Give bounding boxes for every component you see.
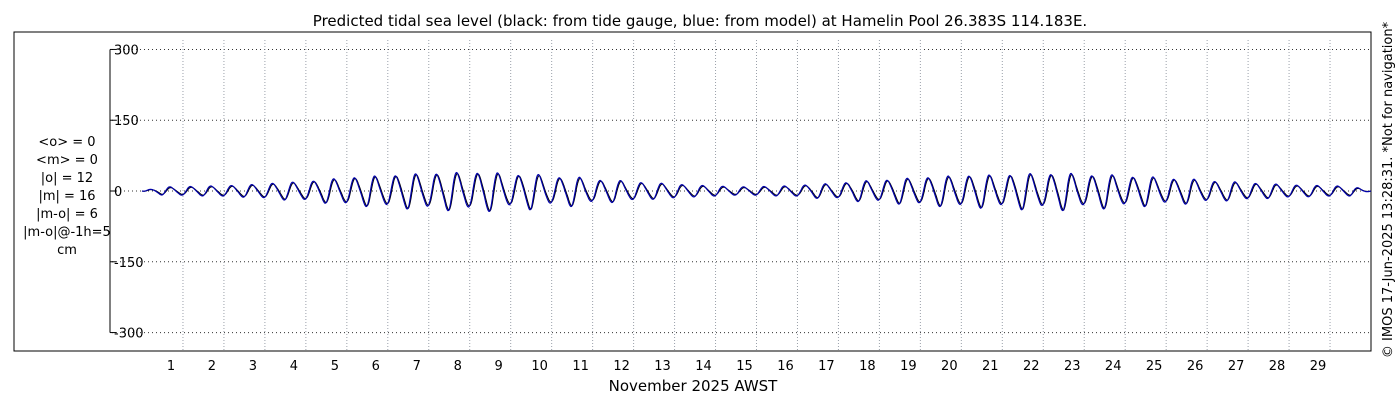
x-tick-label: 4 bbox=[290, 359, 298, 374]
x-tick-label: 18 bbox=[859, 359, 876, 374]
stat-mean-obs: <o> = 0 bbox=[38, 135, 95, 150]
x-tick-label: 24 bbox=[1105, 359, 1122, 374]
x-tick-label: 25 bbox=[1146, 359, 1163, 374]
x-tick-label: 29 bbox=[1310, 359, 1327, 374]
x-tick-label: 6 bbox=[372, 359, 380, 374]
stats-block: <o> = 0 <m> = 0 |o| = 12 |m| = 16 |m-o| … bbox=[23, 135, 111, 258]
x-tick-label: 21 bbox=[982, 359, 999, 374]
x-tick-label: 3 bbox=[249, 359, 257, 374]
stat-abs-diff-lag: |m-o|@-1h=5 bbox=[23, 225, 111, 240]
x-tick-label: 5 bbox=[331, 359, 339, 374]
x-tick-label: 11 bbox=[572, 359, 589, 374]
x-tick-label: 27 bbox=[1228, 359, 1245, 374]
x-tick-label: 7 bbox=[413, 359, 421, 374]
y-tick-label: 150 bbox=[114, 114, 139, 129]
stat-unit: cm bbox=[57, 243, 77, 258]
x-tick-label: 22 bbox=[1023, 359, 1040, 374]
series-line-model bbox=[141, 171, 1372, 213]
x-tick-label: 12 bbox=[613, 359, 630, 374]
stat-abs-model: |m| = 16 bbox=[38, 189, 95, 204]
y-tick-label: 300 bbox=[114, 43, 139, 58]
x-tick-label: 19 bbox=[900, 359, 917, 374]
chart-title: Predicted tidal sea level (black: from t… bbox=[313, 12, 1087, 30]
y-tick-label: 0 bbox=[114, 185, 122, 200]
stat-mean-model: <m> = 0 bbox=[36, 153, 98, 168]
x-tick-label: 8 bbox=[454, 359, 462, 374]
y-tick-label: -300 bbox=[114, 327, 144, 342]
x-tick-label: 17 bbox=[818, 359, 835, 374]
x-tick-label: 16 bbox=[777, 359, 794, 374]
x-tick-label: 2 bbox=[208, 359, 216, 374]
x-tick-label: 26 bbox=[1187, 359, 1204, 374]
x-tick-label: 13 bbox=[654, 359, 671, 374]
x-tick-label: 23 bbox=[1064, 359, 1081, 374]
x-tick-label: 10 bbox=[531, 359, 548, 374]
stat-abs-diff: |m-o| = 6 bbox=[36, 207, 98, 222]
x-tick-label: 20 bbox=[941, 359, 958, 374]
x-tick-label: 9 bbox=[495, 359, 503, 374]
x-tick-label: 1 bbox=[167, 359, 175, 374]
series-layer bbox=[141, 171, 1372, 213]
x-tick-label: 28 bbox=[1269, 359, 1286, 374]
grid-layer bbox=[112, 40, 1371, 351]
stat-abs-obs: |o| = 12 bbox=[41, 171, 93, 186]
x-tick-label: 15 bbox=[736, 359, 753, 374]
copyright-note: © IMOS 17-Jun-2025 13:28:31. *Not for na… bbox=[1381, 21, 1396, 358]
x-axis-label: November 2025 AWST bbox=[609, 377, 779, 395]
x-tick-label: 14 bbox=[695, 359, 712, 374]
y-tick-label: -150 bbox=[114, 256, 144, 271]
